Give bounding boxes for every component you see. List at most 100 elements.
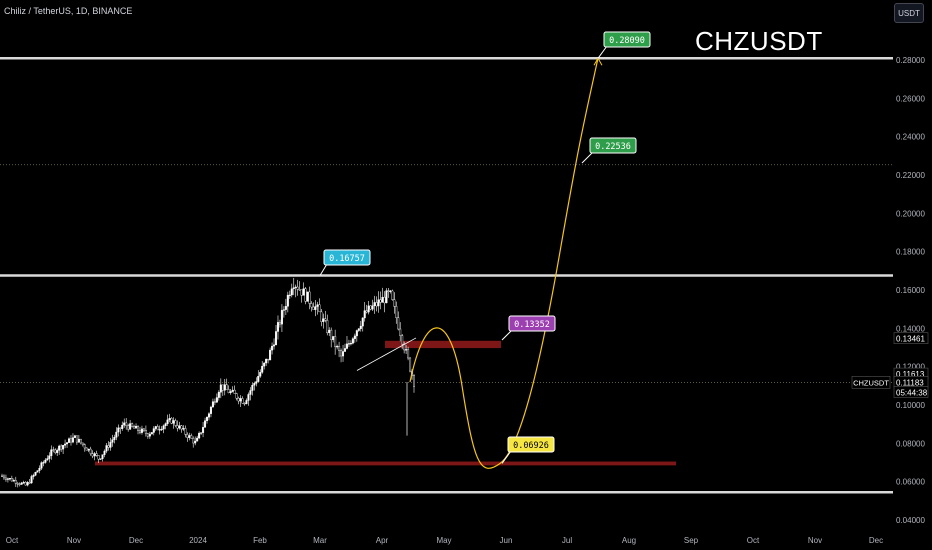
down-candle bbox=[233, 389, 236, 394]
up-candle bbox=[353, 335, 356, 339]
up-candle bbox=[160, 428, 163, 431]
up-candle bbox=[32, 474, 35, 477]
up-candle bbox=[103, 450, 106, 455]
up-candle bbox=[121, 424, 124, 429]
up-candle bbox=[140, 428, 143, 433]
down-candle bbox=[379, 299, 382, 303]
symbol-tag-box bbox=[851, 376, 891, 389]
down-candle bbox=[2, 475, 5, 479]
up-candle bbox=[62, 445, 65, 450]
annotation-pointer bbox=[597, 45, 608, 59]
up-candle bbox=[211, 401, 214, 408]
down-candle bbox=[133, 426, 136, 429]
down-candle bbox=[318, 304, 321, 313]
down-candle bbox=[146, 433, 149, 437]
down-candle bbox=[320, 311, 323, 322]
down-candle bbox=[237, 398, 240, 402]
down-candle bbox=[399, 328, 402, 336]
up-candle bbox=[359, 325, 362, 329]
down-candle bbox=[54, 449, 57, 453]
time-tick-label: Oct bbox=[6, 536, 19, 545]
annotation-pointer bbox=[501, 450, 512, 464]
down-candle bbox=[170, 418, 173, 424]
time-tick-label: Apr bbox=[376, 536, 389, 545]
up-candle bbox=[215, 397, 218, 403]
up-candle bbox=[344, 348, 347, 352]
up-candle bbox=[282, 309, 285, 311]
up-candle bbox=[93, 453, 96, 457]
time-tick-label: May bbox=[436, 536, 451, 545]
up-candle bbox=[178, 425, 181, 429]
down-candle bbox=[397, 317, 400, 330]
up-candle bbox=[292, 287, 295, 290]
up-candle bbox=[253, 383, 256, 386]
time-tick-label: Dec bbox=[129, 536, 143, 545]
time-tick-label: Oct bbox=[747, 536, 760, 545]
up-candle bbox=[316, 304, 319, 307]
up-candle bbox=[217, 392, 220, 398]
down-candle bbox=[365, 310, 368, 313]
up-candle bbox=[275, 331, 278, 346]
down-candle bbox=[391, 290, 394, 300]
supply-demand-zone bbox=[385, 340, 501, 349]
up-candle bbox=[239, 398, 242, 402]
supply-demand-zone bbox=[95, 461, 676, 466]
down-candle bbox=[334, 336, 337, 347]
annotation-box bbox=[603, 31, 651, 48]
price-axis: 0.04000 0.06000 0.08000 0.10000 0.12000 0.140… bbox=[851, 56, 929, 525]
symbol-tag-label: CHZUSDT bbox=[853, 378, 889, 387]
chart-title: CHZUSDT bbox=[695, 26, 823, 56]
down-candle bbox=[119, 427, 122, 429]
up-candle bbox=[172, 420, 175, 424]
up-candle bbox=[223, 384, 226, 391]
up-candle bbox=[294, 286, 297, 289]
up-candle bbox=[188, 435, 191, 438]
down-candle bbox=[10, 478, 13, 482]
up-candle bbox=[22, 482, 25, 484]
down-candle bbox=[174, 420, 177, 426]
down-candle bbox=[144, 430, 147, 434]
annotation-box bbox=[507, 436, 555, 453]
up-candle bbox=[385, 290, 388, 304]
up-candle bbox=[48, 455, 51, 459]
up-candle bbox=[336, 346, 339, 348]
down-candle bbox=[407, 349, 410, 359]
annotation-label: 0.28090 bbox=[609, 36, 645, 46]
up-candle bbox=[405, 349, 408, 351]
annotation-label: 0.16757 bbox=[329, 254, 365, 264]
up-candle bbox=[371, 305, 374, 310]
down-candle bbox=[278, 322, 281, 325]
up-candle bbox=[44, 459, 47, 463]
price-tag-label: 0.11613 bbox=[896, 370, 925, 379]
down-candle bbox=[186, 434, 189, 438]
up-candle bbox=[363, 310, 366, 319]
down-candle bbox=[225, 384, 228, 390]
down-candle bbox=[81, 442, 84, 445]
up-candle bbox=[154, 426, 157, 429]
up-candle bbox=[99, 458, 102, 460]
time-tick-label: Jul bbox=[562, 536, 572, 545]
up-candle bbox=[367, 305, 370, 313]
down-candle bbox=[79, 438, 82, 444]
up-candle bbox=[377, 299, 380, 307]
annotation-pointer bbox=[319, 263, 328, 276]
down-candle bbox=[296, 286, 299, 290]
up-candle bbox=[168, 418, 171, 421]
currency-button[interactable]: USDT bbox=[894, 3, 924, 23]
annotation-box bbox=[508, 315, 556, 332]
down-candle bbox=[24, 482, 27, 486]
up-candle bbox=[12, 480, 15, 482]
time-tick-label: Aug bbox=[622, 536, 636, 545]
up-candle bbox=[56, 450, 59, 453]
down-candle bbox=[1, 475, 4, 477]
up-candle bbox=[245, 400, 248, 404]
up-candle bbox=[101, 454, 104, 459]
annotation-label: 0.13352 bbox=[514, 320, 550, 330]
up-candle bbox=[251, 384, 254, 391]
up-candle bbox=[209, 406, 212, 414]
time-tick-label: Dec bbox=[869, 536, 883, 545]
time-tick-label: Sep bbox=[684, 536, 699, 545]
down-candle bbox=[300, 289, 303, 296]
down-candle bbox=[221, 384, 224, 391]
